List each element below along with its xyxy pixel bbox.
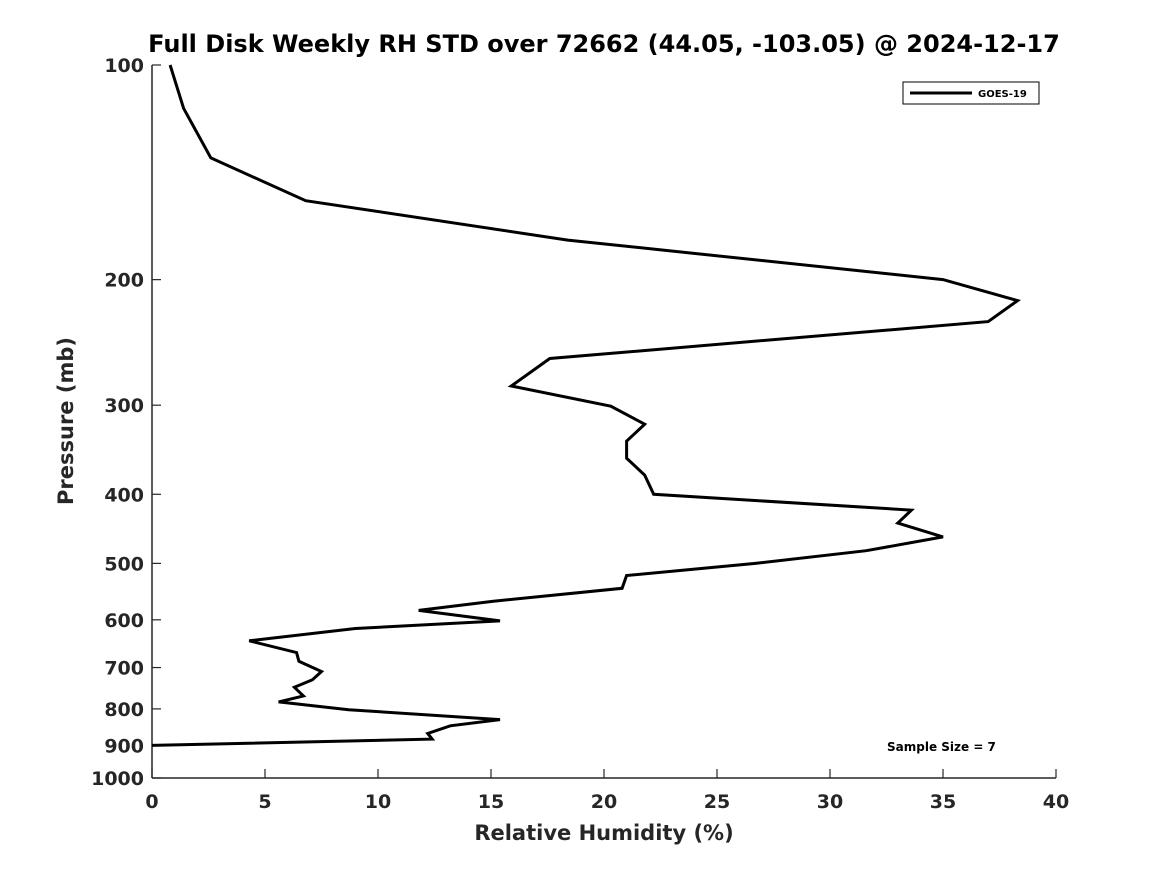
x-tick-label: 5 <box>258 791 271 813</box>
y-tick-label: 900 <box>104 735 144 757</box>
series-layer <box>151 64 1022 747</box>
y-tick-label: 600 <box>104 610 144 632</box>
x-tick-label: 0 <box>145 791 158 813</box>
y-tick-label: 200 <box>104 270 144 292</box>
y-axis-label: Pressure (mb) <box>54 337 78 505</box>
y-tick-label: 800 <box>104 699 144 721</box>
legend-label-goes-19: GOES-19 <box>978 89 1027 100</box>
y-tick-label: 300 <box>104 395 144 417</box>
sample-size-annotation: Sample Size = 7 <box>887 740 996 754</box>
y-tick-label: 100 <box>104 55 144 77</box>
plot-area <box>152 65 1056 778</box>
x-tick-label: 15 <box>478 791 504 813</box>
x-axis-label: Relative Humidity (%) <box>474 821 733 845</box>
chart-title: Full Disk Weekly RH STD over 72662 (44.0… <box>148 30 1060 58</box>
x-tick-label: 30 <box>817 791 843 813</box>
y-tick-label: 500 <box>104 553 144 575</box>
y-axis-ticks: 100 200 300 400 500 600 700 800 900 1000 <box>91 55 161 790</box>
x-tick-label: 10 <box>365 791 391 813</box>
x-tick-label: 35 <box>930 791 956 813</box>
legend: GOES-19 <box>902 81 1040 105</box>
x-tick-label: 40 <box>1043 791 1069 813</box>
series-line-goes-19 <box>151 64 1022 747</box>
y-tick-label: 1000 <box>91 768 144 790</box>
x-tick-label: 25 <box>704 791 730 813</box>
y-tick-label: 700 <box>104 658 144 680</box>
x-tick-label: 20 <box>591 791 617 813</box>
y-tick-label: 400 <box>104 484 144 506</box>
x-axis-ticks: 0 5 10 15 20 25 30 35 40 <box>145 769 1069 813</box>
